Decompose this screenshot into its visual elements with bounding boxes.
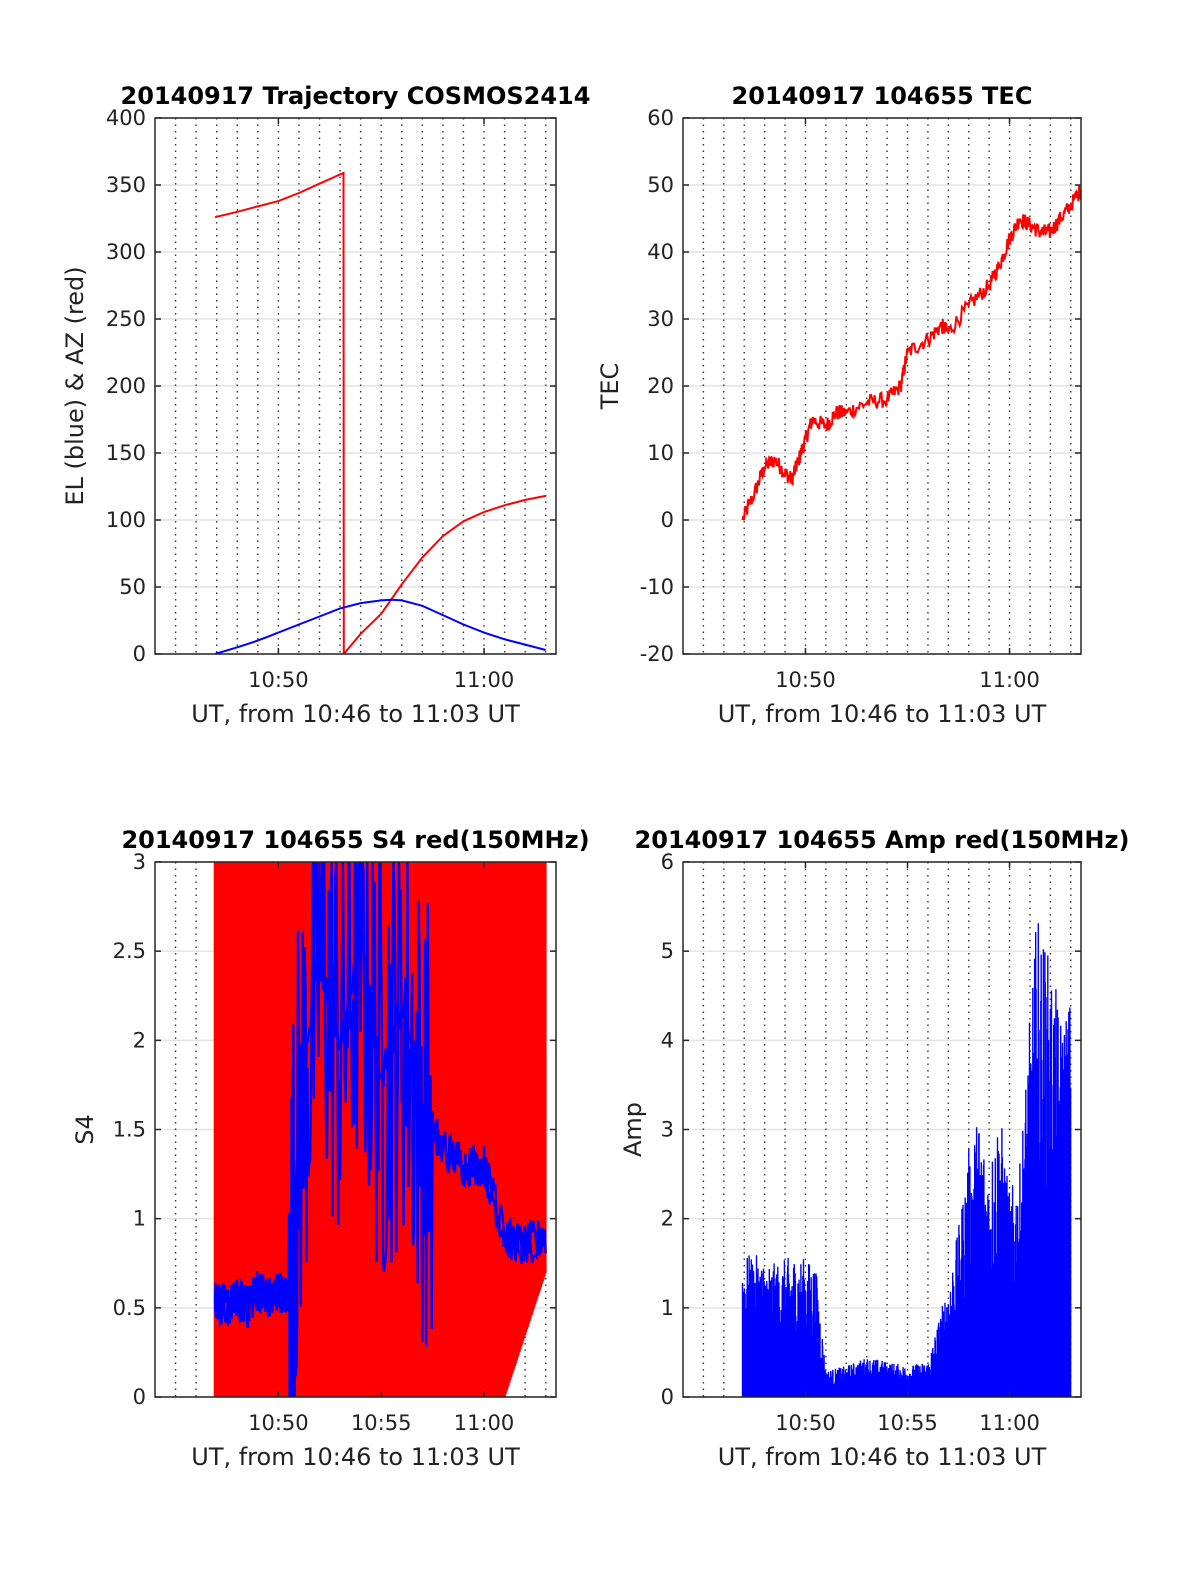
y-tick-label: 50 (647, 173, 674, 197)
y-tick-label: 200 (106, 374, 146, 398)
y-tick-label: 10 (647, 441, 674, 465)
series-line-0 (214, 171, 546, 654)
y-tick-label: 2 (661, 1207, 674, 1231)
y-tick-label: 50 (119, 575, 146, 599)
y-tick-label: 2 (133, 1028, 146, 1052)
y-tick-label: 1 (133, 1207, 146, 1231)
plot-area (213, 862, 547, 1397)
y-tick-label: 350 (106, 173, 146, 197)
y-tick-label: 150 (106, 441, 146, 465)
x-tick-label: 10:55 (351, 1411, 412, 1435)
y-tick-label: 3 (133, 850, 146, 874)
series-envelope-0 (741, 923, 1072, 1397)
y-tick-label: 4 (661, 1028, 674, 1052)
y-tick-label: 2.5 (113, 939, 146, 963)
series-line-1 (214, 598, 546, 654)
x-axis-label: UT, from 10:46 to 11:03 UT (191, 1443, 520, 1471)
chart-p2: -20 -10 0 10 20 30 40 50 60 10:50 11:00 20140917 10… (596, 82, 1082, 728)
x-tick-label: 11:00 (454, 668, 515, 692)
chart-title: 20140917 104655 TEC (732, 82, 1033, 110)
y-tick-label: 1 (661, 1296, 674, 1320)
chart-title: 20140917 104655 S4 red(150MHz) (121, 826, 589, 854)
x-axis-label: UT, from 10:46 to 11:03 UT (718, 700, 1047, 728)
y-tick-label: 40 (647, 240, 674, 264)
y-tick-label: 3 (661, 1118, 674, 1142)
y-axis-label: TEC (596, 363, 624, 411)
x-axis-label: UT, from 10:46 to 11:03 UT (191, 700, 520, 728)
plot-area (214, 171, 546, 654)
y-axis-label: EL (blue) & AZ (red) (61, 266, 89, 505)
y-tick-label: 5 (661, 939, 674, 963)
y-tick-label: 0.5 (113, 1296, 146, 1320)
x-tick-label: 10:50 (775, 1411, 836, 1435)
x-tick-label: 11:00 (979, 668, 1040, 692)
y-tick-label: 100 (106, 508, 146, 532)
y-tick-label: 6 (661, 850, 674, 874)
x-axis-label: UT, from 10:46 to 11:03 UT (718, 1443, 1047, 1471)
x-tick-label: 10:50 (775, 668, 836, 692)
chart-p1: 0 50 100 150 200 250 300 350 400 10:50 11:00 201409… (61, 82, 590, 728)
y-tick-label: 1.5 (113, 1118, 146, 1142)
y-axis-label: Amp (619, 1102, 647, 1157)
y-tick-label: 60 (647, 106, 674, 130)
chart-p3: 0 0.5 1 1.5 2 2.5 3 10:50 10:55 11:00 20140917 104… (71, 826, 590, 1471)
x-tick-label: 10:50 (248, 668, 309, 692)
x-tick-label: 11:00 (979, 1411, 1040, 1435)
x-tick-label: 10:50 (248, 1411, 309, 1435)
y-axis-label: S4 (71, 1114, 99, 1145)
y-tick-label: 20 (647, 374, 674, 398)
y-tick-label: 30 (647, 307, 674, 331)
series-line-0 (741, 185, 1081, 521)
y-tick-label: -20 (640, 642, 674, 666)
chart-title: 20140917 104655 Amp red(150MHz) (635, 826, 1130, 854)
x-tick-label: 11:00 (454, 1411, 515, 1435)
y-tick-label: -10 (640, 575, 674, 599)
y-tick-label: 300 (106, 240, 146, 264)
x-tick-label: 10:55 (877, 1411, 938, 1435)
y-tick-label: 0 (661, 508, 674, 532)
y-tick-label: 0 (133, 1385, 146, 1409)
y-tick-label: 400 (106, 106, 146, 130)
y-tick-label: 250 (106, 307, 146, 331)
plot-area (741, 185, 1081, 521)
series-line-blue-overlay (213, 862, 547, 1397)
y-tick-label: 0 (133, 642, 146, 666)
plot-area (741, 923, 1072, 1397)
chart-p4: 0 1 2 3 4 5 6 10:50 10:55 11:00 20140917 104655 Am… (619, 826, 1129, 1471)
chart-title: 20140917 Trajectory COSMOS2414 (121, 82, 591, 110)
y-tick-label: 0 (661, 1385, 674, 1409)
